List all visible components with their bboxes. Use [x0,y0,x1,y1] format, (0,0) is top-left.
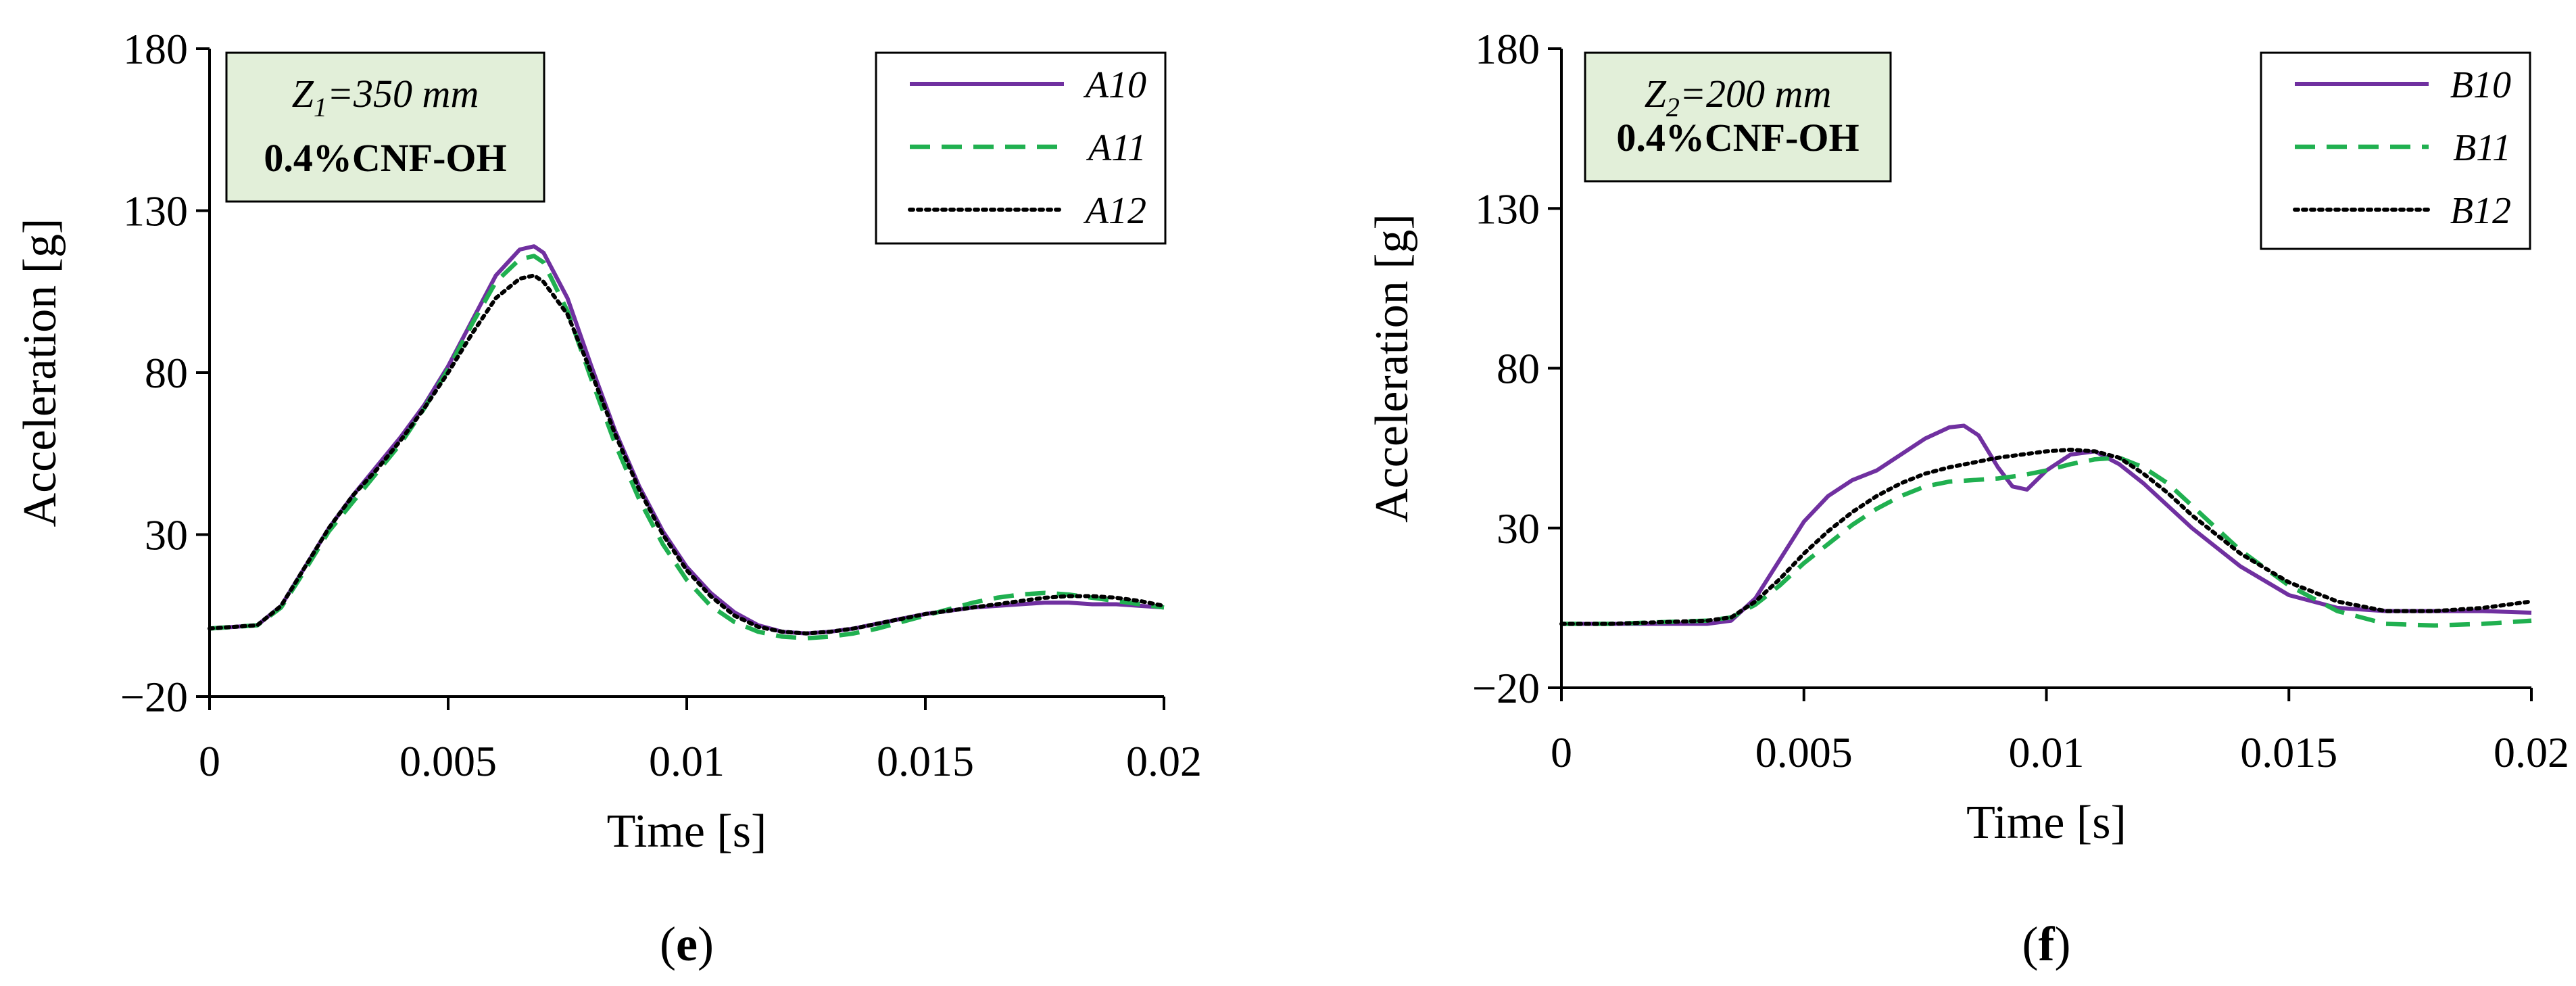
chart-panel-f: −20 30 80 130 180 0 0.005 0.01 0.015 0.02 Z2=200 … [1366,25,2569,971]
legend: A10 A11 A12 [876,53,1165,243]
x-tick-label: 0.005 [399,737,497,785]
y-tick-label: 30 [145,511,188,559]
y-axis-label: Acceleration [g] [14,218,66,527]
series-line-b11 [1561,458,2531,626]
figure: −20 30 80 130 180 0 0.005 0.01 0.015 0.02 Z1=350 … [0,0,2576,986]
x-tick-label: 0 [199,737,220,785]
y-tick-label: −20 [120,673,188,721]
plot-lines [210,246,1164,638]
y-axis-label: Acceleration [g] [1366,214,1418,523]
y-tick-label: 180 [1475,25,1540,73]
legend-label-b12: B12 [2450,190,2511,232]
legend-label-b11: B11 [2453,127,2511,169]
y-tick-label: 130 [1475,185,1540,233]
axis-labels: Time [s] Acceleration [g] (f) [1366,214,2127,971]
condition-annotation: Z2=200 mm0.4%CNF-OH [1585,53,1891,181]
legend-label-a10: A10 [1083,64,1146,106]
y-tick-label: 180 [123,25,188,73]
x-tick-label: 0.01 [649,737,725,785]
series-line-a10 [210,246,1164,633]
material-text: 0.4%CNF-OH [264,136,506,180]
y-tick-label: 80 [145,349,188,397]
plot-lines [1561,426,2531,626]
y-tick-label: 80 [1497,345,1540,393]
series-line-b10 [1561,426,2531,624]
x-axis-label: Time [s] [607,805,767,858]
x-tick-label: 0.02 [1126,737,1202,785]
x-tick-label: 0.005 [1755,728,1853,776]
legend-label-a11: A11 [1086,127,1146,169]
x-tick-label: 0.015 [877,737,974,785]
chart-panel-e: −20 30 80 130 180 0 0.005 0.01 0.015 0.02 Z1=350 … [14,25,1202,971]
y-tick-label: 130 [123,187,188,235]
y-tick-label: 30 [1497,504,1540,553]
axis-labels: Time [s] Acceleration [g] (e) [14,218,767,971]
legend: B10 B11 B12 [2261,53,2530,249]
x-tick-label: 0 [1551,728,1572,776]
panel-label: (e) [660,917,714,971]
material-text: 0.4%CNF-OH [1616,116,1859,160]
y-tick-label: −20 [1472,664,1540,712]
x-tick-label: 0.02 [2494,728,2569,776]
x-tick-label: 0.015 [2240,728,2337,776]
series-line-b12 [1561,450,2531,624]
x-axis-label: Time [s] [1966,797,2127,849]
series-line-a11 [210,256,1164,638]
x-tick-label: 0.01 [2009,728,2085,776]
panel-label: (f) [2022,917,2071,971]
legend-label-b10: B10 [2450,64,2511,106]
condition-annotation: Z1=350 mm0.4%CNF-OH [226,53,544,202]
legend-label-a12: A12 [1083,190,1146,232]
